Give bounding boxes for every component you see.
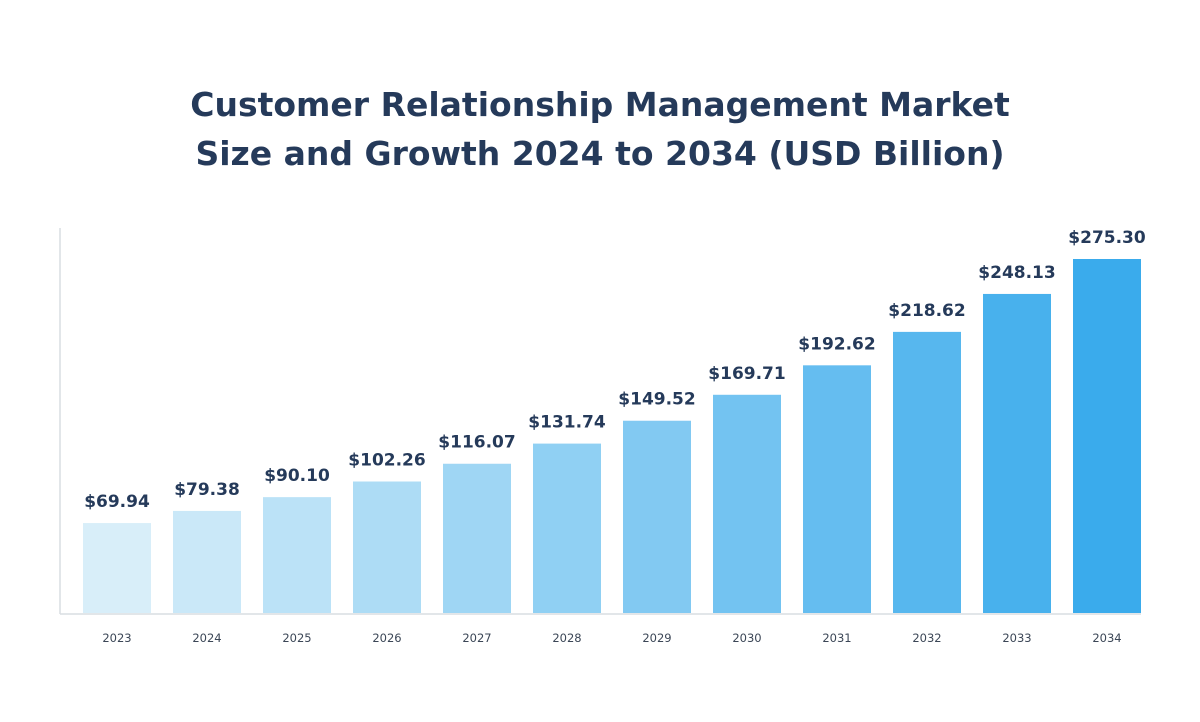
bar-2030: [713, 394, 781, 613]
bar-2032: [893, 331, 961, 613]
bar-2026: [353, 481, 421, 613]
value-labels-group: $69.94 $79.38 $90.10 $102.26 $116.07 $131.74 $…: [84, 228, 1146, 512]
x-tick-label-2025: 2025: [282, 631, 311, 645]
value-label-2024: $79.38: [174, 480, 240, 500]
chart-title-line-1: Customer Relationship Management Market: [190, 85, 1010, 124]
value-label-2034: $275.30: [1068, 228, 1146, 248]
x-tick-label-2032: 2032: [912, 631, 941, 645]
x-tick-label-2026: 2026: [372, 631, 401, 645]
bar-2023: [83, 523, 151, 613]
bars-group: [83, 259, 1141, 613]
value-label-2028: $131.74: [528, 413, 606, 433]
x-tick-label-2028: 2028: [552, 631, 581, 645]
value-label-2027: $116.07: [438, 433, 515, 453]
bar-2024: [173, 510, 241, 613]
x-tick-label-2024: 2024: [192, 631, 221, 645]
bar-2031: [803, 365, 871, 613]
x-tick-label-2027: 2027: [462, 631, 491, 645]
chart-title-line-2: Size and Growth 2024 to 2034 (USD Billio…: [195, 134, 1005, 173]
bar-2025: [263, 497, 331, 613]
value-label-2026: $102.26: [348, 451, 425, 471]
bar-2029: [623, 420, 691, 613]
x-tick-label-2033: 2033: [1002, 631, 1031, 645]
value-label-2030: $169.71: [708, 364, 785, 384]
value-label-2031: $192.62: [798, 334, 875, 354]
value-label-2025: $90.10: [264, 466, 330, 486]
bar-2028: [533, 443, 601, 613]
x-tick-label-2034: 2034: [1092, 631, 1121, 645]
value-label-2032: $218.62: [888, 301, 965, 321]
x-tick-label-2023: 2023: [102, 631, 131, 645]
chart-title: Customer Relationship Management Market …: [0, 80, 1200, 178]
x-tick-label-2031: 2031: [822, 631, 851, 645]
bar-2034: [1073, 259, 1141, 613]
value-label-2029: $149.52: [618, 390, 695, 410]
value-label-2023: $69.94: [84, 492, 150, 512]
x-tick-labels-group: 2023 2024 2025 2026 2027 2028 2029 2030 2031 2032…: [102, 631, 1121, 645]
x-tick-label-2030: 2030: [732, 631, 761, 645]
bar-2027: [443, 463, 511, 613]
bar-2033: [983, 293, 1051, 613]
x-tick-label-2029: 2029: [642, 631, 671, 645]
value-label-2033: $248.13: [978, 263, 1055, 283]
